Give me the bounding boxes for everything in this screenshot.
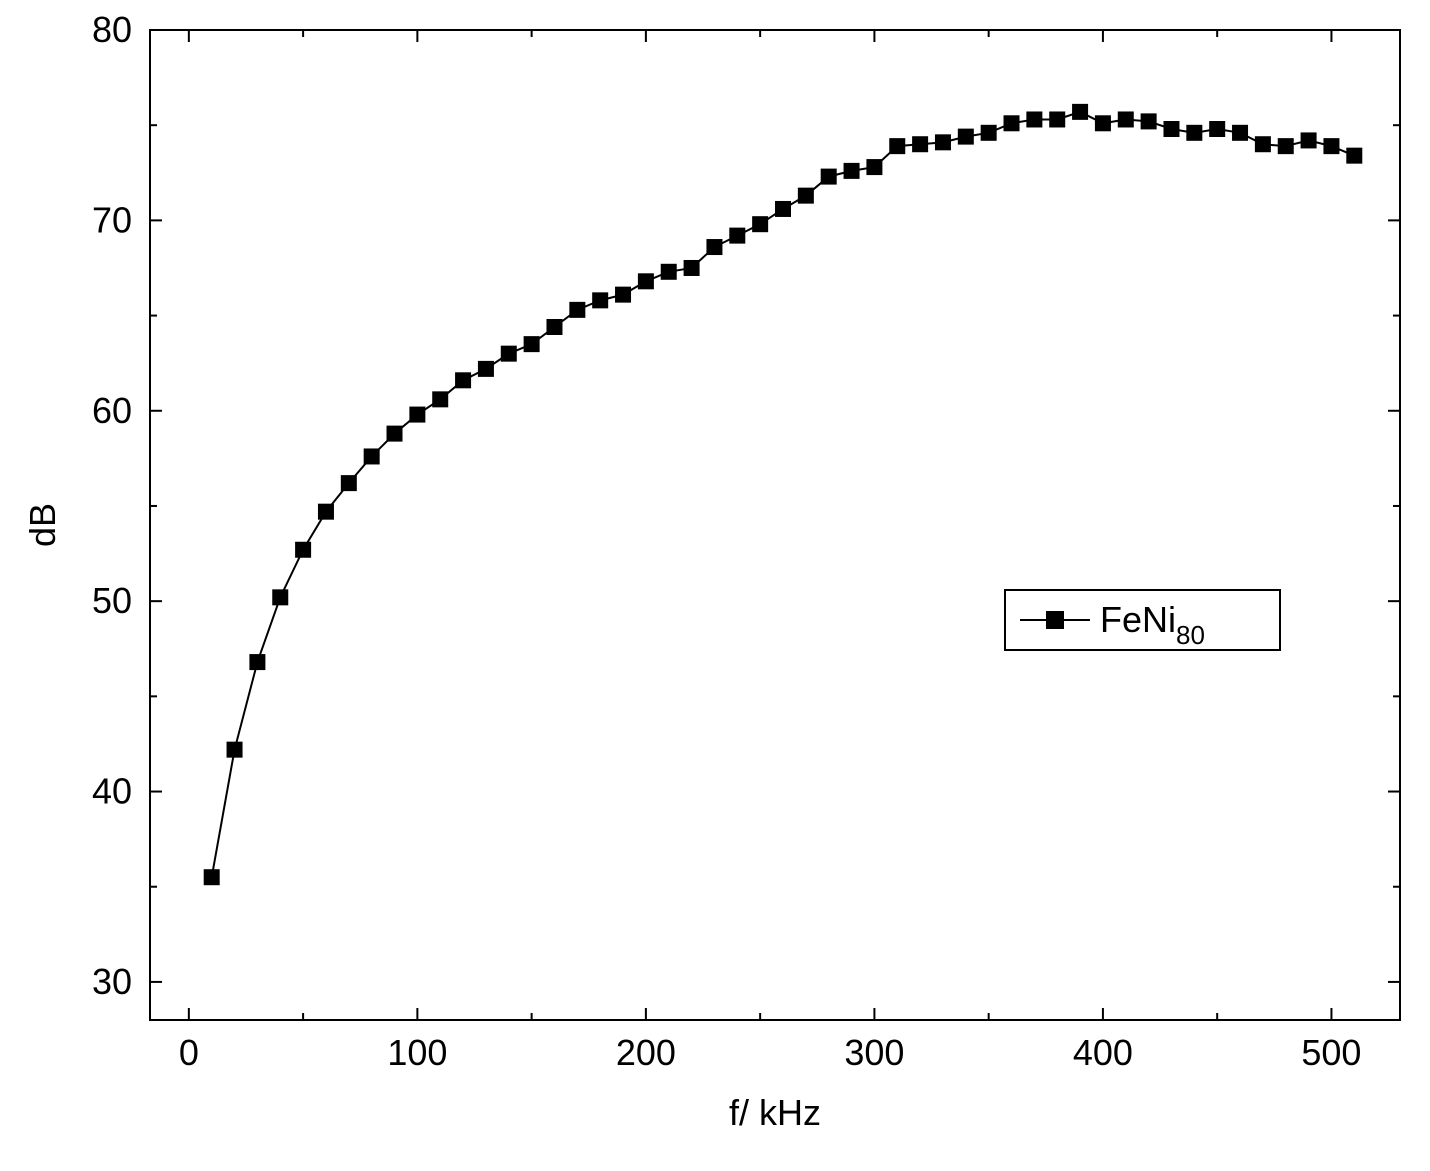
data-marker [1141,113,1157,129]
data-marker [318,504,334,520]
data-marker [524,336,540,352]
data-marker [844,163,860,179]
data-marker [569,302,585,318]
data-marker [1026,111,1042,127]
data-marker [889,138,905,154]
data-marker [1163,121,1179,137]
series-line [212,112,1355,877]
data-marker [387,426,403,442]
data-marker [752,216,768,232]
data-marker [1323,138,1339,154]
y-tick-label: 70 [92,199,132,240]
chart-svg: 0 100 200 300 400 500 30 40 50 60 70 80 f/ kHz dB FeNi… [0,0,1430,1171]
y-tick-label: 50 [92,580,132,621]
data-marker [409,407,425,423]
data-marker [866,159,882,175]
data-marker [455,372,471,388]
data-marker [341,475,357,491]
data-marker [295,542,311,558]
data-marker [729,228,745,244]
data-marker [204,869,220,885]
y-tick-label: 30 [92,961,132,1002]
plot-frame [150,30,1400,1020]
data-marker [432,391,448,407]
data-marker [912,136,928,152]
data-marker [798,188,814,204]
data-marker [935,134,951,150]
data-marker [638,273,654,289]
data-marker [615,287,631,303]
data-marker [1232,125,1248,141]
legend-label-sub: 80 [1176,620,1205,650]
data-marker [478,361,494,377]
data-marker [546,319,562,335]
data-marker [501,346,517,362]
x-tick-label: 400 [1073,1032,1133,1073]
legend-label-main: FeNi [1100,599,1176,640]
y-tick-label: 40 [92,771,132,812]
x-tick-label: 500 [1301,1032,1361,1073]
x-tick-label: 0 [179,1032,199,1073]
data-marker [821,169,837,185]
data-marker [706,239,722,255]
data-marker [592,292,608,308]
data-marker [1301,132,1317,148]
x-tick-label: 200 [616,1032,676,1073]
data-marker [684,260,700,276]
data-marker [1049,111,1065,127]
data-marker [981,125,997,141]
data-marker [1255,136,1271,152]
data-marker [1095,115,1111,131]
y-axis-label: dB [22,503,63,547]
x-axis-label: f/ kHz [729,1092,821,1133]
data-marker [227,742,243,758]
data-marker [364,448,380,464]
y-tick-label: 80 [92,9,132,50]
y-tick-label: 60 [92,390,132,431]
data-marker [1118,111,1134,127]
data-marker [1209,121,1225,137]
chart-container: 0 100 200 300 400 500 30 40 50 60 70 80 f/ kHz dB FeNi… [0,0,1430,1171]
x-tick-label: 300 [844,1032,904,1073]
data-marker [1004,115,1020,131]
legend-marker [1046,611,1064,629]
x-tick-label: 100 [387,1032,447,1073]
data-marker [958,129,974,145]
data-marker [661,264,677,280]
data-marker [249,654,265,670]
data-marker [1346,148,1362,164]
data-marker [272,589,288,605]
data-marker [1186,125,1202,141]
data-marker [775,201,791,217]
data-marker [1072,104,1088,120]
data-marker [1278,138,1294,154]
